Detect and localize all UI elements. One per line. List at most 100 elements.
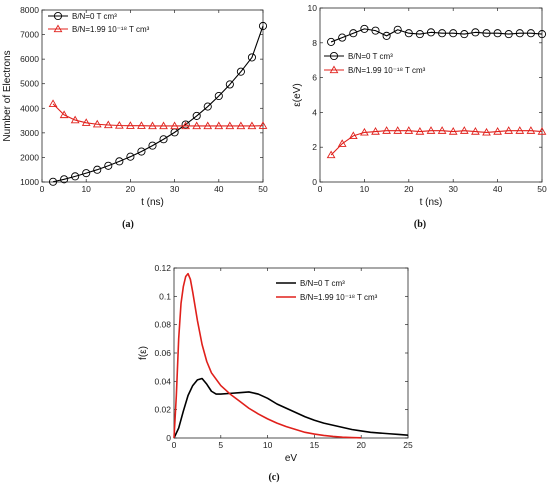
- y-tick-label: 8000: [20, 5, 39, 15]
- data-point: [404, 126, 414, 134]
- legend-label: B/N=0 T cm³: [300, 279, 345, 288]
- x-tick-label: 10: [81, 184, 91, 194]
- y-tick-label: 1000: [20, 177, 39, 187]
- legend-swatch-marker: [53, 24, 63, 33]
- data-point: [338, 33, 347, 42]
- y-tick-label: 2: [312, 142, 317, 152]
- x-tick-label: 50: [258, 184, 268, 194]
- data-point: [382, 31, 391, 40]
- y-tick-label: 0.08: [154, 320, 171, 330]
- series-line-1: [173, 377, 409, 439]
- data-point: [537, 30, 547, 39]
- data-point: [504, 126, 514, 134]
- data-point: [159, 135, 168, 144]
- data-point: [393, 25, 402, 34]
- x-tick-label: 30: [448, 184, 458, 194]
- data-point: [203, 102, 212, 111]
- legend-entry-2: B/N=1.99 10⁻¹⁸ T cm³: [276, 293, 378, 302]
- chart-panel-1: 0 10 20 30 40 50 1000 2000 3000 4000 5000 6000 7000 8…: [2, 5, 268, 230]
- data-point: [448, 127, 458, 135]
- y-tick-label: 6000: [20, 54, 39, 64]
- data-point: [360, 127, 369, 136]
- data-point: [60, 175, 69, 184]
- series-line-1: [330, 28, 543, 43]
- legend-label: B/N=0 T cm³: [72, 12, 117, 21]
- data-point: [214, 91, 223, 101]
- legend-entry-2: B/N=1.99 10⁻¹⁸ T cm³: [48, 24, 150, 34]
- legend-label: B/N=0 T cm³: [348, 52, 393, 61]
- x-tick-label: 0: [172, 440, 177, 450]
- data-point: [236, 67, 245, 76]
- data-point: [327, 37, 336, 46]
- chart-panel-3: 0 5 10 15 20 25 0 0.02 0.04 0.06 0.08 0.1 0.12 eV f(ε)…: [138, 263, 413, 483]
- x-tick-label: 20: [356, 440, 366, 450]
- data-point: [426, 126, 436, 134]
- data-point: [482, 29, 491, 38]
- data-point: [371, 26, 380, 35]
- data-point: [393, 126, 403, 134]
- legend-swatch-marker: [329, 51, 339, 61]
- y-tick-label: 0: [166, 433, 171, 443]
- data-point: [192, 111, 201, 120]
- data-point: [103, 120, 113, 129]
- y-axis-label: f(ε): [138, 346, 149, 360]
- x-tick-label: 20: [126, 184, 136, 194]
- data-point: [348, 131, 358, 140]
- legend-entry-1: B/N=0 T cm³: [48, 11, 117, 21]
- legend-swatch-marker: [329, 65, 339, 74]
- x-tick-label: 5: [218, 440, 223, 450]
- data-point: [126, 121, 135, 129]
- x-axis-label: t (ns): [141, 197, 164, 208]
- subfigure-label: (c): [268, 472, 279, 483]
- data-point: [71, 172, 80, 181]
- x-tick-label: 20: [404, 184, 414, 194]
- legend-entry-1: B/N=0 T cm³: [276, 279, 345, 288]
- data-point: [504, 30, 513, 39]
- y-tick-label: 0.06: [154, 348, 171, 358]
- data-point: [225, 121, 235, 130]
- data-point: [526, 29, 535, 38]
- x-tick-label: 10: [263, 440, 273, 450]
- data-point: [326, 150, 336, 159]
- x-tick-label: 40: [493, 184, 503, 194]
- data-point: [258, 121, 268, 129]
- data-point: [337, 139, 347, 147]
- y-tick-label: 0.12: [154, 263, 171, 273]
- data-point: [247, 53, 256, 62]
- data-point: [460, 30, 469, 39]
- y-tick-label: 4: [312, 107, 317, 117]
- x-tick-label: 15: [310, 440, 320, 450]
- legend-label: B/N=1.99 10⁻¹⁸ T cm³: [300, 293, 378, 302]
- data-point: [49, 177, 58, 186]
- data-point: [92, 119, 102, 128]
- x-tick-label: 40: [214, 184, 224, 194]
- x-tick-label: 30: [170, 184, 180, 194]
- legend-label: B/N=1.99 10⁻¹⁸ T cm³: [348, 66, 426, 75]
- x-axis-label: eV: [285, 453, 298, 464]
- y-tick-label: 10: [308, 3, 318, 13]
- y-axis-label: ε(eV): [292, 83, 303, 106]
- data-point: [192, 121, 202, 130]
- y-tick-label: 0: [312, 177, 317, 187]
- data-point: [482, 127, 491, 136]
- data-point: [148, 121, 157, 130]
- legend-entry-1: B/N=0 T cm³: [324, 51, 393, 61]
- x-tick-label: 0: [318, 184, 323, 194]
- data-point: [236, 121, 246, 130]
- y-axis-label: Number of Electrons: [2, 50, 13, 141]
- data-point: [181, 121, 191, 130]
- y-tick-label: 0.1: [159, 291, 171, 301]
- series-line-2: [173, 272, 362, 439]
- data-point: [382, 126, 391, 134]
- chart-panel-2: 0 10 20 30 40 50 0 2 4 6 8 10 t (ns) ε(eV) B/N=0 T cm³…: [292, 3, 547, 230]
- data-point: [360, 24, 369, 33]
- data-point: [404, 29, 413, 38]
- data-point: [493, 127, 502, 135]
- data-point: [247, 121, 257, 130]
- data-point: [126, 152, 135, 161]
- data-point: [415, 127, 425, 135]
- y-tick-label: 8: [312, 38, 317, 48]
- data-point: [159, 121, 168, 130]
- data-point: [515, 126, 525, 134]
- data-point: [137, 121, 146, 129]
